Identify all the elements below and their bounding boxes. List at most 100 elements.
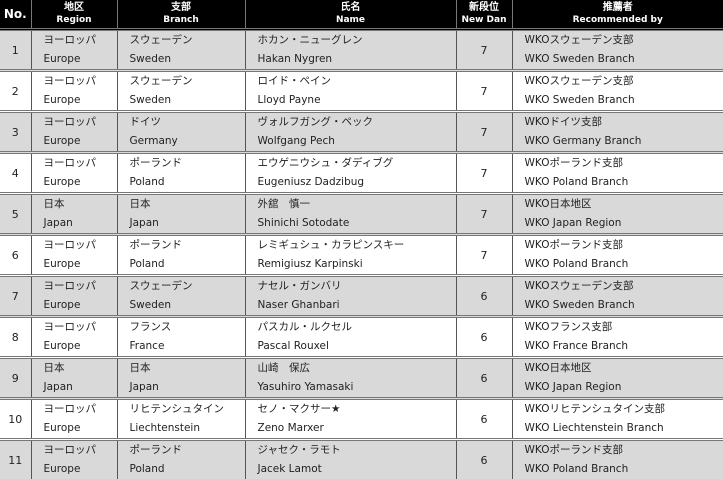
header-recommended-jp: 推薦者 [513, 1, 723, 14]
branch-en: Japan [118, 378, 245, 397]
name-en: Shinichi Sotodate [246, 214, 456, 233]
name-en: Zeno Marxer [246, 419, 456, 438]
row-number: 9 [0, 358, 31, 399]
recommended-by-jp: WKOドイツ支部 [513, 113, 723, 132]
row-number: 3 [0, 112, 31, 153]
branch-en: Germany [118, 132, 245, 151]
branch-jp: スウェーデン [118, 31, 245, 50]
new-dan: 6 [456, 317, 512, 358]
recommended-by-jp: WKOポーランド支部 [513, 441, 723, 460]
row-number: 10 [0, 399, 31, 440]
row-number: 7 [0, 276, 31, 317]
name-jp: エウゲニウシュ・ダディブグ [246, 154, 456, 173]
row-number: 8 [0, 317, 31, 358]
name-en: Eugeniusz Dadzibug [246, 173, 456, 192]
recommended-by-en: WKO Poland Branch [513, 255, 723, 274]
row-number: 1 [0, 30, 31, 71]
name-jp: 外舘 慎一 [246, 195, 456, 214]
region-jp: ヨーロッパ [32, 277, 117, 296]
header-name-jp: 氏名 [246, 1, 456, 14]
region-jp: ヨーロッパ [32, 318, 117, 337]
recommended-by-en: WKO Sweden Branch [513, 91, 723, 110]
branch-jp: 日本 [118, 359, 245, 378]
new-dan: 7 [456, 235, 512, 276]
region-jp: 日本 [32, 195, 117, 214]
header-dan-jp: 新段位 [457, 1, 512, 14]
header-region-en: Region [32, 14, 117, 27]
row-number: 2 [0, 71, 31, 112]
recommended-by-jp: WKO日本地区 [513, 359, 723, 378]
recommended-by-en: WKO Liechtenstein Branch [513, 419, 723, 438]
branch-jp: ポーランド [118, 441, 245, 460]
name-jp: レミギュシュ・カラピンスキー [246, 236, 456, 255]
branch-jp: リヒテンシュタイン [118, 400, 245, 419]
branch-en: Poland [118, 173, 245, 192]
header-region-jp: 地区 [32, 1, 117, 14]
branch-jp: ドイツ [118, 113, 245, 132]
recommended-by-jp: WKOスウェーデン支部 [513, 277, 723, 296]
new-dan: 7 [456, 194, 512, 235]
branch-en: Japan [118, 214, 245, 233]
recommended-by-en: WKO Germany Branch [513, 132, 723, 151]
recommended-by-jp: WKOスウェーデン支部 [513, 31, 723, 50]
region-jp: ヨーロッパ [32, 113, 117, 132]
region-en: Europe [32, 419, 117, 438]
header-branch-jp: 支部 [118, 1, 245, 14]
region-en: Europe [32, 337, 117, 356]
recommended-by-en: WKO Poland Branch [513, 460, 723, 479]
new-dan: 7 [456, 30, 512, 71]
new-dan: 6 [456, 399, 512, 440]
region-en: Europe [32, 173, 117, 192]
branch-jp: ポーランド [118, 154, 245, 173]
name-jp: セノ・マクサー★ [246, 400, 456, 419]
new-dan: 6 [456, 358, 512, 399]
name-jp: パスカル・ルクセル [246, 318, 456, 337]
recommended-by-en: WKO Japan Region [513, 214, 723, 233]
recommended-by-jp: WKO日本地区 [513, 195, 723, 214]
branch-en: Poland [118, 255, 245, 274]
recommended-by-en: WKO Sweden Branch [513, 50, 723, 69]
recommended-by-en: WKO Sweden Branch [513, 296, 723, 315]
name-jp: ヴォルフガング・ペック [246, 113, 456, 132]
new-dan: 6 [456, 440, 512, 479]
name-jp: ロイド・ペイン [246, 72, 456, 91]
row-number: 4 [0, 153, 31, 194]
row-number: 6 [0, 235, 31, 276]
